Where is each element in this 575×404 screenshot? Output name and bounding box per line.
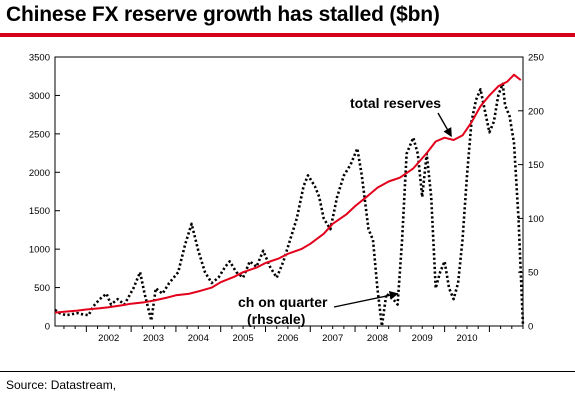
left-y-tick-label: 500 (34, 283, 50, 294)
left-y-tick-label: 3000 (29, 91, 50, 102)
x-tick-label: 2010 (456, 333, 477, 344)
right-y-tick-label: 0 (528, 322, 533, 333)
annotation-ch-on-quarter-line2: (rhscale) (247, 311, 305, 327)
title-underline (0, 33, 575, 37)
x-tick-label: 2005 (233, 333, 254, 344)
left-y-tick-label: 1500 (29, 206, 50, 217)
x-tick-label: 2008 (367, 333, 388, 344)
series-line-total-reserves (54, 73, 522, 314)
x-tick-label: 2004 (188, 333, 209, 344)
right-y-tick-label: 150 (528, 160, 544, 171)
left-y-tick-label: 1000 (29, 245, 50, 256)
source-note: Source: Datastream, (6, 378, 117, 392)
left-y-tick-label: 2500 (29, 129, 50, 140)
right-y-tick-label: 200 (528, 106, 544, 117)
annotation-arrow-total-reserves (437, 112, 452, 138)
series-line-ch-on-quarter (54, 82, 525, 328)
fx-reserves-chart: 0 500 1000 1500 2000 2500 3000 3500 0 50 100 150 200… (29, 53, 544, 345)
x-tick-label: 2009 (412, 333, 433, 344)
x-tick-label: 2007 (322, 333, 343, 344)
x-tick-label: 2006 (277, 333, 298, 344)
right-y-tick-label: 50 (528, 268, 539, 279)
chart-title: Chinese FX reserve growth has stalled ($… (6, 3, 440, 26)
plot-frame (54, 56, 524, 327)
x-tick-label: 2002 (98, 333, 119, 344)
annotation-arrow-ch-on-quarter (333, 290, 399, 308)
right-y-tick-label: 100 (528, 214, 544, 225)
left-y-tick-label: 0 (45, 322, 50, 333)
x-tick-label: 2003 (143, 333, 164, 344)
left-y-tick-label: 2000 (29, 168, 50, 179)
left-y-tick-label: 3500 (29, 53, 50, 64)
annotation-total-reserves: total reserves (350, 95, 441, 111)
source-divider (0, 371, 575, 372)
axes-layer: 0 500 1000 1500 2000 2500 3000 3500 0 50 100 150 200… (29, 53, 544, 345)
annotations-layer: total reserves ch on quarter (rhscale) (238, 95, 452, 327)
right-y-tick-label: 250 (528, 53, 544, 64)
annotation-ch-on-quarter-line1: ch on quarter (238, 294, 328, 310)
